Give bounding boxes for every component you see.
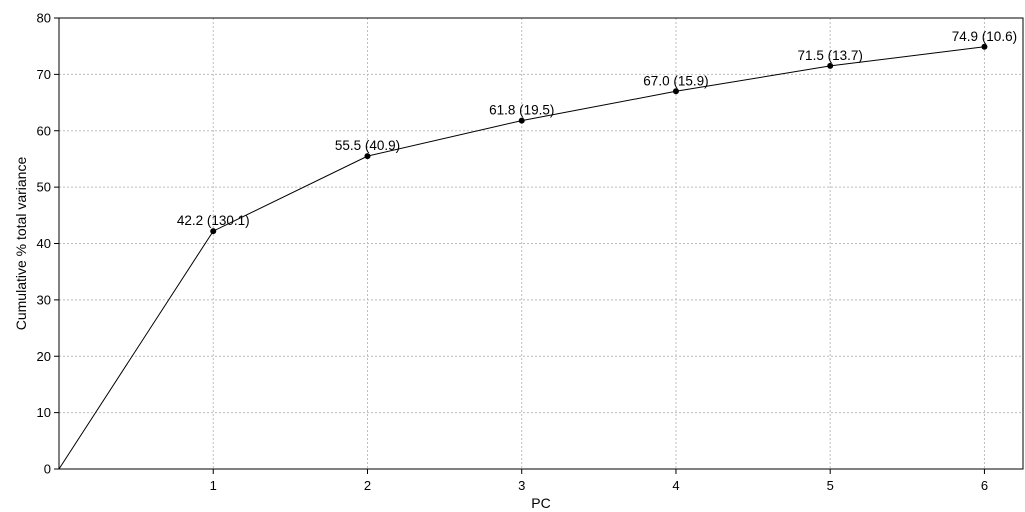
y-tick-label: 30 (37, 292, 51, 307)
x-tick-label: 3 (518, 478, 525, 493)
x-tick-label: 1 (210, 478, 217, 493)
x-tick-label: 4 (672, 478, 679, 493)
x-axis-ticks: 1 2 3 4 5 6 (210, 469, 988, 493)
y-tick-label: 50 (37, 180, 51, 195)
y-tick-label: 20 (37, 349, 51, 364)
data-point (672, 88, 679, 95)
data-label: 74.9 (10.6) (952, 29, 1017, 44)
y-tick-label: 60 (37, 123, 51, 138)
data-point (981, 43, 988, 50)
data-point (518, 117, 525, 124)
data-points (210, 43, 988, 235)
data-label: 61.8 (19.5) (489, 103, 554, 118)
y-tick-label: 40 (37, 236, 51, 251)
x-tick-label: 6 (981, 478, 988, 493)
x-tick-label: 5 (827, 478, 834, 493)
y-tick-label: 10 (37, 405, 51, 420)
x-tick-label: 2 (364, 478, 371, 493)
data-point (210, 228, 217, 235)
grid-layer (59, 18, 1023, 469)
data-label: 55.5 (40.9) (335, 138, 400, 153)
y-tick-label: 70 (37, 67, 51, 82)
data-label: 71.5 (13.7) (798, 48, 863, 63)
y-axis-ticks: 0 10 20 30 40 50 60 70 80 (37, 11, 59, 477)
data-labels: 42.2 (130.1) 55.5 (40.9) 61.8 (19.5) 67.0 (… (177, 29, 1017, 228)
data-point (364, 153, 371, 160)
data-label: 42.2 (130.1) (177, 213, 250, 228)
data-point (827, 62, 834, 69)
y-tick-label: 0 (44, 462, 51, 477)
y-tick-label: 80 (37, 11, 51, 26)
y-axis-title: Cumulative % total variance (13, 157, 29, 331)
x-axis-title: PC (531, 495, 550, 511)
data-label: 67.0 (15.9) (643, 73, 708, 88)
